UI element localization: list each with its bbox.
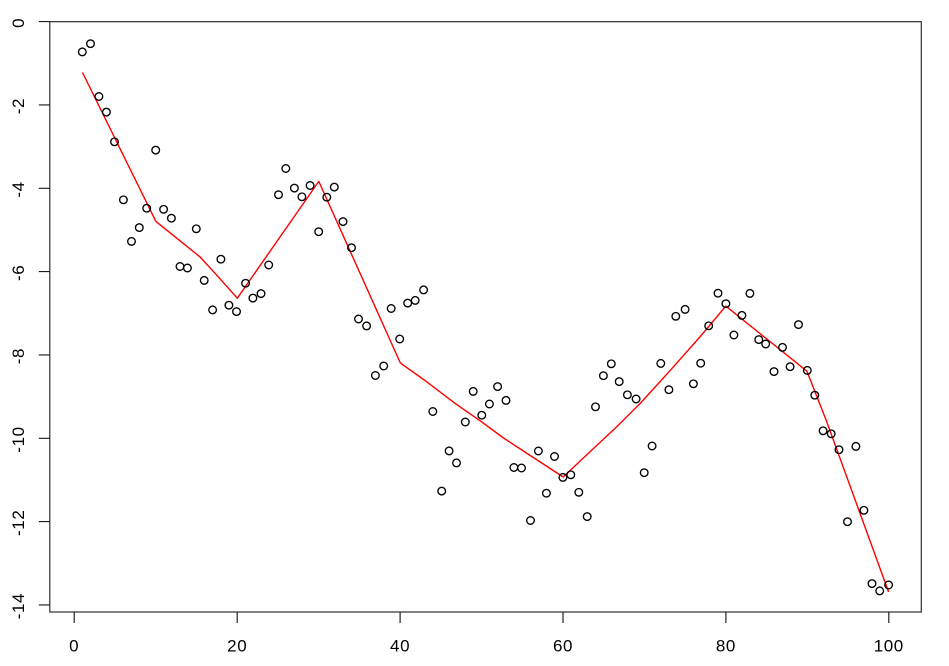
svg-text:-14: -14 <box>9 593 28 619</box>
svg-text:40: 40 <box>390 636 410 655</box>
svg-text:-12: -12 <box>9 510 28 536</box>
svg-text:0: 0 <box>9 18 28 28</box>
svg-text:-2: -2 <box>9 98 28 114</box>
svg-text:-10: -10 <box>9 426 28 452</box>
svg-text:0: 0 <box>69 636 79 655</box>
svg-text:-4: -4 <box>9 181 28 197</box>
svg-text:80: 80 <box>716 636 736 655</box>
svg-text:-8: -8 <box>9 348 28 364</box>
svg-text:-6: -6 <box>9 265 28 281</box>
svg-text:100: 100 <box>874 636 904 655</box>
svg-text:20: 20 <box>227 636 247 655</box>
svg-text:60: 60 <box>553 636 573 655</box>
